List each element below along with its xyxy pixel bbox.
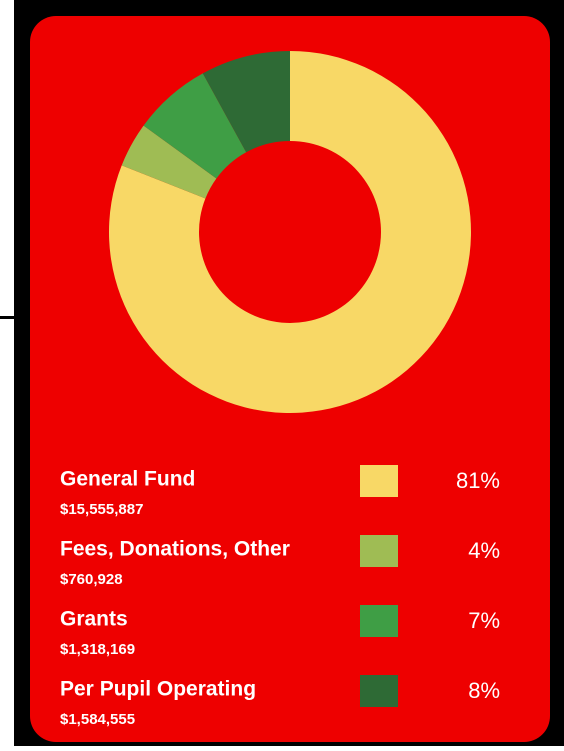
legend-amount: $760,928 — [60, 571, 123, 588]
percent-label: 81% — [456, 468, 500, 493]
legend-amount: $15,555,887 — [60, 501, 143, 518]
legend-label: Fees, Donations, Other — [60, 538, 290, 561]
percent-label: 8% — [468, 678, 500, 703]
legend-swatch — [360, 605, 398, 637]
donut-slice — [202, 51, 290, 153]
percent-label: 4% — [468, 538, 500, 563]
donut — [109, 51, 472, 414]
legend-amount: $1,584,555 — [60, 711, 135, 728]
legend-label: Per Pupil Operating — [60, 678, 256, 701]
legend-label: Grants — [60, 608, 128, 631]
rule — [0, 316, 30, 319]
legend-swatch — [360, 535, 398, 567]
legend-amount: $1,318,169 — [60, 641, 135, 658]
donut-slice — [143, 73, 247, 179]
percent-label: 7% — [468, 608, 500, 633]
legend: General Fund $15,555,887 81% Fees, Donation… — [60, 465, 500, 728]
legend-swatch — [360, 465, 398, 497]
legend-label: General Fund — [60, 468, 195, 491]
legend-swatch — [360, 675, 398, 707]
donut-slice — [121, 125, 217, 199]
donut-slice — [109, 51, 472, 414]
